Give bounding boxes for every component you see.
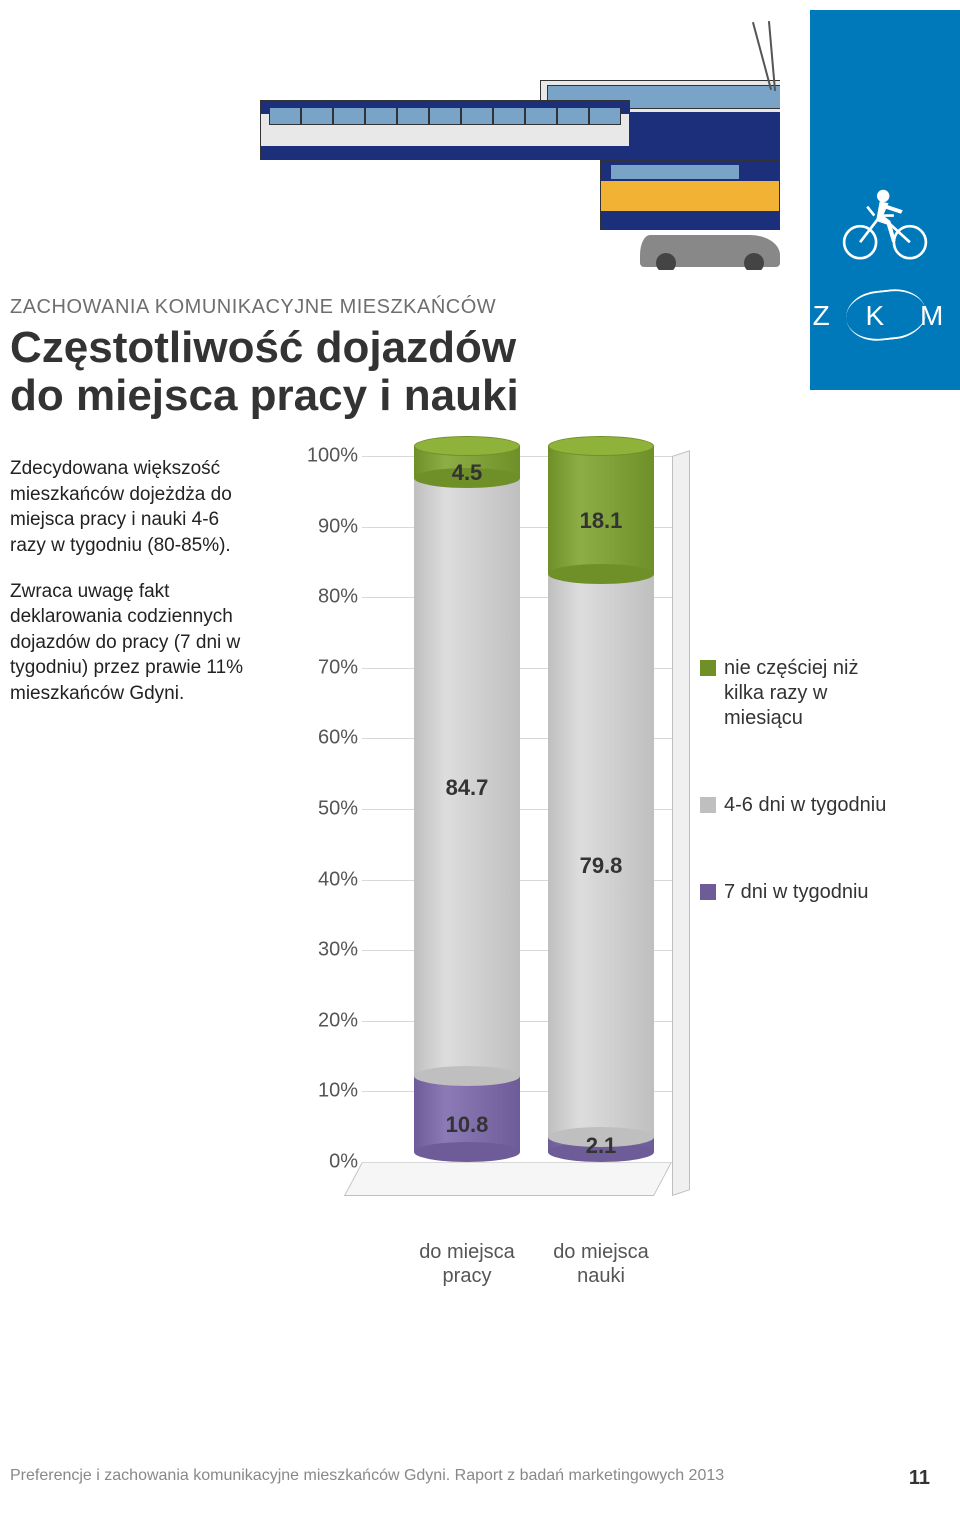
zkm-logo-text: Z K M: [810, 300, 960, 332]
y-tick-label: 80%: [298, 586, 358, 609]
chart-plot-area: 10.884.74.5do miejscapracy2.179.818.1do …: [362, 456, 672, 1196]
paragraph-1: Zdecydowana większość mieszkańców dojeżd…: [10, 456, 260, 559]
value-label-nauki-4_6_dni: 79.8: [571, 853, 631, 879]
legend-label: nie częściej niż kilka razy w miesiącu: [724, 656, 904, 731]
footer-text: Preferencje i zachowania komunikacyjne m…: [10, 1467, 724, 1484]
value-label-pracy-4_6_dni: 84.7: [437, 775, 497, 801]
value-label-nauki-7_dni: 2.1: [571, 1133, 631, 1159]
legend-item-4_6_dni: 4-6 dni w tygodniu: [700, 793, 920, 818]
value-label-pracy-7_dni: 10.8: [437, 1112, 497, 1138]
y-tick-label: 100%: [298, 445, 358, 468]
y-tick-label: 30%: [298, 939, 358, 962]
train-icon: [600, 160, 780, 230]
y-tick-label: 50%: [298, 798, 358, 821]
page-number: 11: [909, 1467, 930, 1490]
y-tick-label: 10%: [298, 1080, 358, 1103]
body-text: Zdecydowana większość mieszkańców dojeżd…: [10, 456, 260, 707]
title-line-2: do miejsca pracy i nauki: [10, 371, 519, 420]
paragraph-2: Zwraca uwagę fakt deklarowania codzienny…: [10, 579, 260, 707]
legend-label: 4-6 dni w tygodniu: [724, 793, 904, 818]
value-label-nauki-nie_czesciej: 18.1: [571, 508, 631, 534]
x-category-pracy: do miejscapracy: [392, 1240, 542, 1288]
articulated-bus-icon: [260, 100, 630, 160]
x-category-nauki: do miejscanauki: [526, 1240, 676, 1288]
legend-swatch-icon: [700, 797, 716, 813]
y-tick-label: 40%: [298, 868, 358, 891]
frequency-chart: 10.884.74.5do miejscapracy2.179.818.1do …: [290, 456, 920, 1246]
section-label: ZACHOWANIA KOMUNIKACYJNE MIESZKAŃCÓW: [10, 296, 496, 319]
legend-swatch-icon: [700, 884, 716, 900]
chart-legend: nie częściej niż kilka razy w miesiącu 4-…: [700, 656, 920, 967]
legend-item-7_dni: 7 dni w tygodniu: [700, 880, 920, 905]
cyclist-icon: [840, 180, 930, 260]
value-label-pracy-nie_czesciej: 4.5: [437, 460, 497, 486]
legend-swatch-icon: [700, 660, 716, 676]
title-line-1: Częstotliwość dojazdów: [10, 323, 516, 372]
chart-column-nauki: [548, 456, 654, 1162]
legend-label: 7 dni w tygodniu: [724, 880, 904, 905]
header-vehicle-illustration: [100, 10, 780, 270]
page-footer: Preferencje i zachowania komunikacyjne m…: [10, 1467, 930, 1490]
car-icon: [640, 235, 780, 267]
y-tick-label: 20%: [298, 1009, 358, 1032]
header-band: Z K M: [100, 10, 960, 270]
y-tick-label: 90%: [298, 515, 358, 538]
legend-item-nie_czesciej: nie częściej niż kilka razy w miesiącu: [700, 656, 920, 731]
page-title: Częstotliwość dojazdów do miejsca pracy …: [10, 324, 519, 419]
y-tick-label: 0%: [298, 1151, 358, 1174]
chart-column-pracy: [414, 456, 520, 1162]
brand-panel: Z K M: [810, 10, 960, 390]
y-tick-label: 70%: [298, 656, 358, 679]
y-tick-label: 60%: [298, 727, 358, 750]
gridline: [362, 1162, 672, 1163]
